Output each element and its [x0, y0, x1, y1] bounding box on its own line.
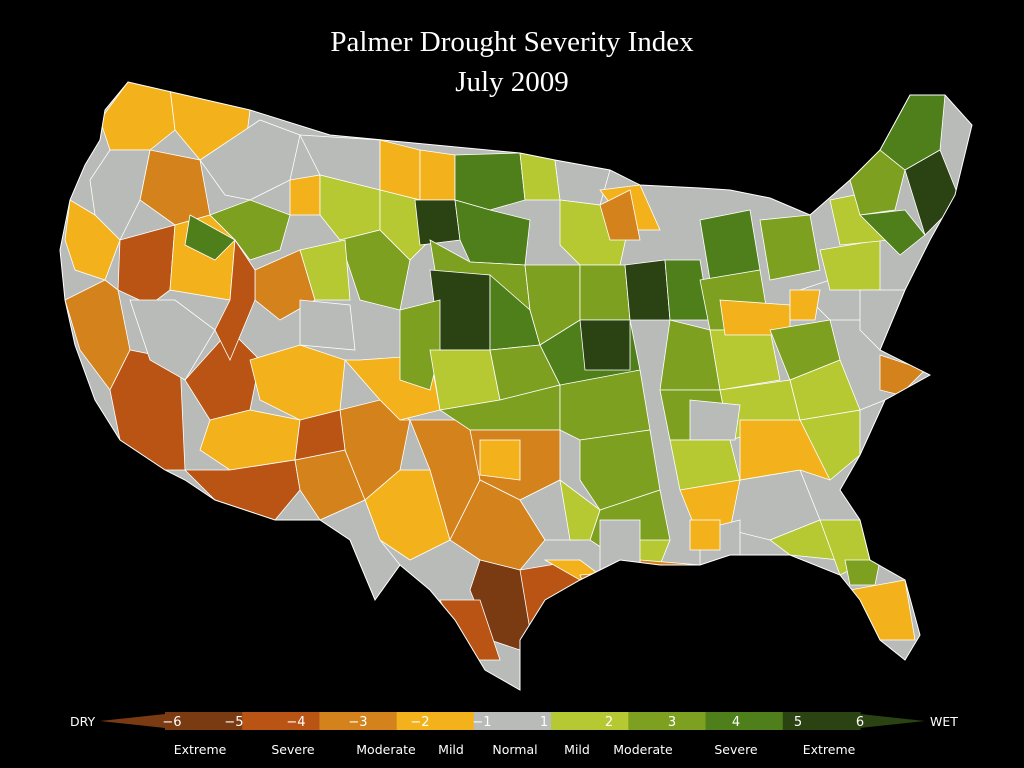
climate-division: [129, 299, 216, 381]
legend-category: Moderate: [613, 742, 673, 757]
climate-division: [759, 214, 821, 281]
climate-division: [579, 569, 641, 601]
legend-tick: −3: [348, 715, 367, 730]
climate-division: [419, 149, 456, 201]
legend-tick: 3: [668, 715, 676, 730]
legend-color-block: [203, 712, 243, 730]
legend-category: Normal: [492, 742, 537, 757]
climate-division: [559, 479, 601, 541]
climate-division: [299, 239, 351, 301]
climate-division: [699, 209, 761, 281]
legend-tick-labels: −6 −5 −4 −3 −2 −1 1 2 3 4 5 6: [162, 715, 864, 730]
legend-tick: −5: [224, 715, 243, 730]
legend-color-block: [512, 712, 552, 730]
legend-category: Extreme: [174, 742, 227, 757]
legend-color-block: [628, 712, 668, 730]
legend-color-block: [396, 712, 436, 730]
legend-tick: 6: [856, 715, 864, 730]
legend-color-block: [358, 712, 398, 730]
legend-color-block: [319, 712, 359, 730]
us-border: [59, 81, 973, 691]
legend-color-block: [666, 712, 707, 730]
climate-division: [429, 349, 501, 411]
climate-division: [709, 329, 781, 391]
climate-division: [849, 579, 916, 641]
climate-division: [689, 399, 741, 441]
climate-division: [689, 519, 721, 551]
legend-dry-label: DRY: [70, 714, 96, 729]
legend-wet-arrow: [860, 714, 925, 728]
climate-division: [184, 214, 236, 261]
legend-color-block: [782, 712, 822, 730]
legend-category: Mild: [564, 742, 590, 757]
legend-category: Severe: [271, 742, 315, 757]
climate-division: [289, 174, 321, 216]
climate-division: [454, 152, 526, 211]
climate-division: [789, 359, 861, 421]
legend-tick: −6: [162, 715, 181, 730]
climate-division: [299, 299, 356, 351]
climate-division: [414, 199, 461, 246]
climate-division: [294, 409, 346, 461]
pdsi-legend: DRY WET −6 −5 −4 −3 −2 −1 1 2 3 4 5 6 Ex…: [70, 712, 958, 757]
climate-division: [117, 224, 176, 306]
legend-wet-label: WET: [930, 714, 958, 729]
climate-division: [624, 259, 671, 321]
legend-category: Severe: [714, 742, 758, 757]
legend-category: Moderate: [356, 742, 416, 757]
legend-tick: 2: [605, 715, 613, 730]
legend-color-block: [435, 712, 475, 730]
climate-division: [859, 209, 926, 256]
legend-color-scale: [165, 712, 861, 730]
climate-division: [599, 519, 641, 571]
climate-division: [579, 319, 631, 371]
map-subtitle: July 2009: [455, 66, 569, 98]
legend-tick: 4: [732, 715, 740, 730]
map-title: Palmer Drought Severity Index: [330, 26, 694, 58]
climate-division: [479, 439, 521, 481]
legend-category: Extreme: [803, 742, 856, 757]
climate-division: [214, 238, 256, 361]
legend-tick: 1: [540, 715, 548, 730]
climate-division: [789, 289, 821, 321]
legend-tick: −4: [286, 715, 305, 730]
legend-color-block: [589, 712, 629, 730]
us-drought-map: [59, 81, 973, 691]
legend-dry-arrow: [100, 714, 165, 728]
climate-division: [844, 559, 881, 586]
legend-color-block: [551, 712, 591, 730]
climate-division: [379, 139, 421, 201]
climate-division: [599, 189, 641, 241]
climate-division: [554, 159, 611, 206]
climate-division: [579, 264, 631, 321]
legend-category: Mild: [438, 742, 464, 757]
legend-color-block: [165, 712, 205, 730]
legend-category-labels: Extreme Severe Moderate Mild Normal Mild…: [174, 742, 856, 757]
legend-tick: 5: [794, 715, 802, 730]
legend-color-block: [821, 712, 861, 730]
legend-color-block: [473, 712, 514, 730]
legend-color-block: [242, 712, 282, 730]
legend-tick: −1: [472, 715, 491, 730]
legend-tick: −2: [410, 715, 429, 730]
legend-color-block: [744, 712, 784, 730]
legend-color-block: [705, 712, 745, 730]
climate-divisions: [64, 82, 961, 661]
legend-color-block: [280, 712, 321, 730]
